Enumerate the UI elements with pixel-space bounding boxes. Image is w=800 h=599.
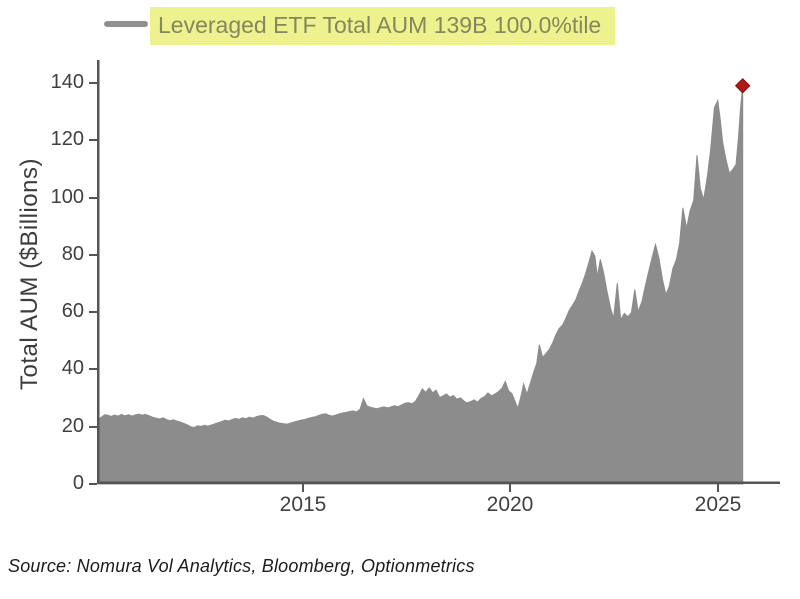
- x-tick-label: 2025: [694, 493, 742, 516]
- x-tick-label: 2015: [279, 493, 327, 516]
- y-tick-mark: [89, 139, 97, 141]
- latest-value-marker: [734, 78, 751, 94]
- plot-area: [97, 60, 780, 485]
- legend-label: Leveraged ETF Total AUM 139B 100.0%tile: [158, 12, 602, 38]
- legend-line-swatch: [104, 21, 148, 27]
- x-tick-mark: [509, 484, 511, 492]
- y-tick-mark: [89, 368, 97, 370]
- y-tick-label: 100: [50, 186, 84, 208]
- y-tick-mark: [89, 254, 97, 256]
- y-tick-label: 140: [50, 71, 84, 93]
- y-tick-mark: [89, 197, 97, 199]
- y-tick-label: 0: [72, 472, 84, 494]
- x-tick-mark: [302, 484, 304, 492]
- legend-highlight-box: Leveraged ETF Total AUM 139B 100.0%tile: [150, 7, 616, 45]
- x-tick-label: 2020: [486, 493, 534, 516]
- source-note: Source: Nomura Vol Analytics, Bloomberg,…: [8, 556, 475, 576]
- y-tick-label: 20: [61, 415, 84, 437]
- y-tick-mark: [89, 82, 97, 84]
- area-chart-svg: [97, 60, 780, 485]
- area-series: [97, 85, 744, 485]
- y-tick-label: 80: [61, 243, 84, 265]
- y-tick-label: 120: [50, 128, 84, 150]
- x-tick-mark: [717, 484, 719, 492]
- y-tick-label: 60: [61, 300, 84, 322]
- y-tick-label: 40: [61, 357, 84, 379]
- y-tick-mark: [89, 311, 97, 313]
- y-tick-mark: [89, 483, 97, 485]
- y-tick-mark: [89, 426, 97, 428]
